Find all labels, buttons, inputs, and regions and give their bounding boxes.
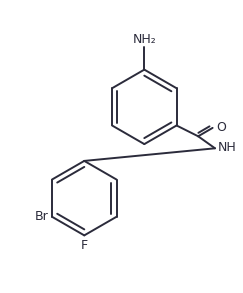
Text: O: O — [216, 121, 226, 134]
Text: NH₂: NH₂ — [132, 33, 156, 46]
Text: Br: Br — [35, 210, 48, 223]
Text: F: F — [81, 239, 88, 252]
Text: NH: NH — [217, 141, 236, 154]
